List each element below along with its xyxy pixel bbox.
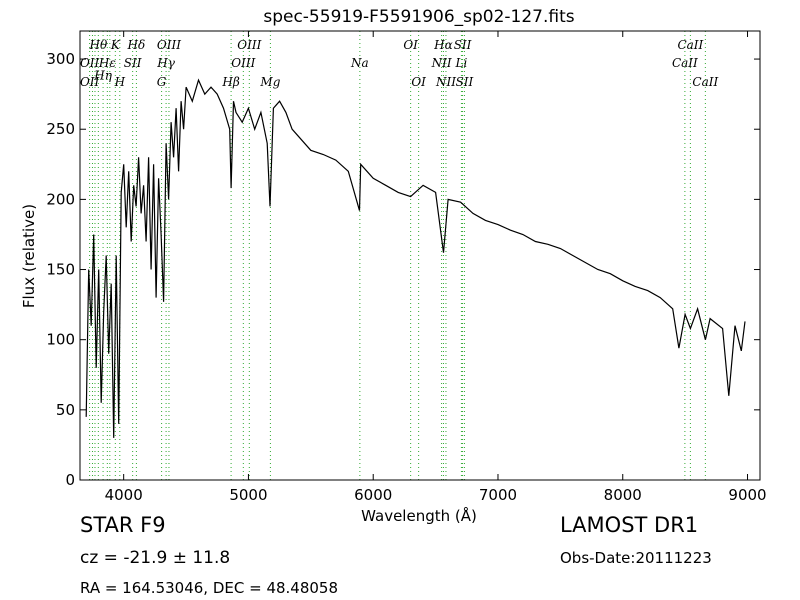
- x-tick-label: 7000: [479, 486, 517, 504]
- line-marker-label: K: [110, 38, 121, 52]
- line-marker-label: Hβ: [221, 75, 239, 89]
- line-marker-label: NII: [435, 75, 456, 89]
- x-axis-label: Wavelength (Å): [361, 506, 477, 525]
- line-marker-label: Hθ: [88, 38, 107, 52]
- line-marker-label: Li: [455, 56, 468, 70]
- x-tick-label: 8000: [604, 486, 642, 504]
- y-tick-label: 50: [56, 401, 75, 419]
- line-marker-label: H: [114, 75, 126, 89]
- line-marker-label: OII: [80, 75, 100, 89]
- line-marker-label: OIII: [237, 38, 261, 52]
- line-marker-label: OI: [403, 38, 418, 52]
- x-tick-label: 4000: [105, 486, 143, 504]
- line-markers: [89, 31, 706, 480]
- line-marker-label: SII: [456, 75, 474, 89]
- line-marker-label: CaII: [672, 56, 698, 70]
- line-marker-label: CaII: [692, 75, 718, 89]
- line-marker-label: Hγ: [156, 56, 175, 70]
- line-marker-label: Hα: [433, 38, 453, 52]
- plot-frame: [79, 30, 761, 481]
- line-marker-label: OI: [411, 75, 426, 89]
- axis-ticks: 4000 5000 6000 7000 8000 9000 0 50 100 150 200 250 3…: [46, 31, 767, 504]
- line-marker-label: G: [157, 75, 167, 89]
- line-marker-label: SII: [124, 56, 142, 70]
- y-tick-label: 250: [46, 120, 75, 138]
- line-marker-label: NII: [431, 56, 452, 70]
- x-tick-label: 9000: [728, 486, 766, 504]
- line-marker-labels: OIIOIIHθHηHεKHSIIHδGHγOIIIHβOIIIOIIIMgNa…: [80, 38, 719, 89]
- line-marker-label: SII: [454, 38, 472, 52]
- line-marker-label: OIII: [157, 38, 181, 52]
- object-class: STAR F9: [80, 513, 166, 537]
- line-marker-label: CaII: [677, 38, 703, 52]
- y-tick-label: 200: [46, 190, 75, 208]
- spectrum-series-line: [85, 78, 746, 438]
- line-marker-label: Hε: [98, 56, 116, 70]
- y-tick-label: 150: [46, 261, 75, 279]
- line-marker-label: Hδ: [127, 38, 146, 52]
- line-marker-label: Hη: [93, 69, 112, 83]
- y-tick-label: 0: [65, 471, 75, 489]
- line-marker-label: Na: [350, 56, 369, 70]
- observation-date: Obs-Date:20111223: [560, 549, 712, 567]
- line-marker-label: Mg: [259, 75, 280, 89]
- redshift-value: cz = -21.9 ± 11.8: [80, 548, 231, 568]
- y-tick-label: 100: [46, 331, 75, 349]
- x-tick-label: 5000: [229, 486, 267, 504]
- chart-title: spec-55919-F5591906_sp02-127.fits: [263, 7, 574, 27]
- y-axis-label: Flux (relative): [20, 204, 38, 308]
- survey-name: LAMOST DR1: [560, 513, 699, 537]
- coordinates: RA = 164.53046, DEC = 48.48058: [80, 579, 339, 597]
- x-tick-label: 6000: [354, 486, 392, 504]
- y-tick-label: 300: [46, 50, 75, 68]
- line-marker-label: OIII: [231, 56, 255, 70]
